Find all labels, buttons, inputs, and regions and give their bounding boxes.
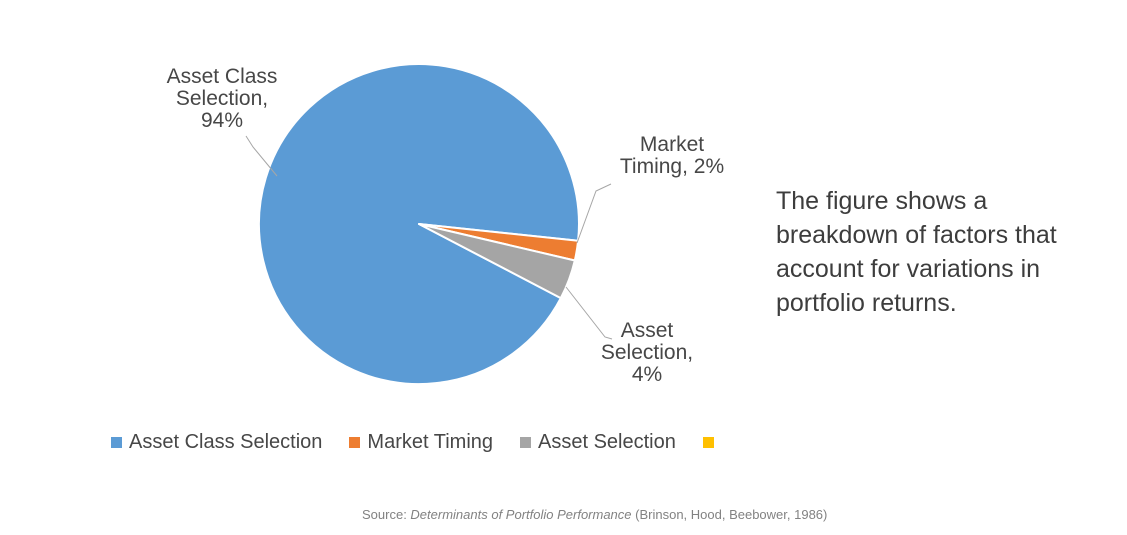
data-label-market-timing: Market Timing, 2% — [619, 133, 725, 178]
data-label-asset-selection: Asset Selection, 4% — [600, 319, 694, 386]
leader-line-market-timing — [576, 183, 612, 244]
legend-item-unlabeled — [702, 437, 721, 448]
legend-swatch-gray — [520, 437, 532, 448]
data-label-asset-class-selection: Asset Class Selection, 94% — [166, 65, 278, 132]
legend-swatch-blue — [111, 437, 122, 448]
legend-label: Asset Selection — [538, 431, 676, 453]
legend-item-asset-selection: Asset Selection — [520, 431, 676, 454]
legend-label: Market Timing — [367, 431, 494, 453]
source-prefix: Source: — [362, 507, 411, 522]
annotation-text: The figure shows a breakdown of factors … — [776, 187, 1057, 317]
pie-slice-asset-selection — [418, 223, 576, 300]
legend-swatch-yellow — [702, 437, 714, 448]
legend-item-market-timing: Market Timing — [349, 431, 493, 454]
legend-label: Asset Class Selection — [129, 431, 323, 453]
leader-line-asset-class-selection — [245, 135, 278, 177]
leader-lines — [245, 135, 613, 340]
leader-line-asset-selection — [565, 286, 613, 340]
legend-item-asset-class-selection: Asset Class Selection — [111, 431, 322, 454]
chart-legend: Asset Class Selection Market Timing Asse… — [111, 431, 721, 454]
legend-swatch-orange — [349, 437, 361, 448]
source-suffix: (Brinson, Hood, Beebower, 1986) — [631, 507, 828, 522]
source-work-title: Determinants of Portfolio Performance — [410, 507, 632, 522]
source-note: Source: Determinants of Portfolio Perfor… — [362, 507, 827, 522]
pie-slices — [258, 63, 580, 385]
